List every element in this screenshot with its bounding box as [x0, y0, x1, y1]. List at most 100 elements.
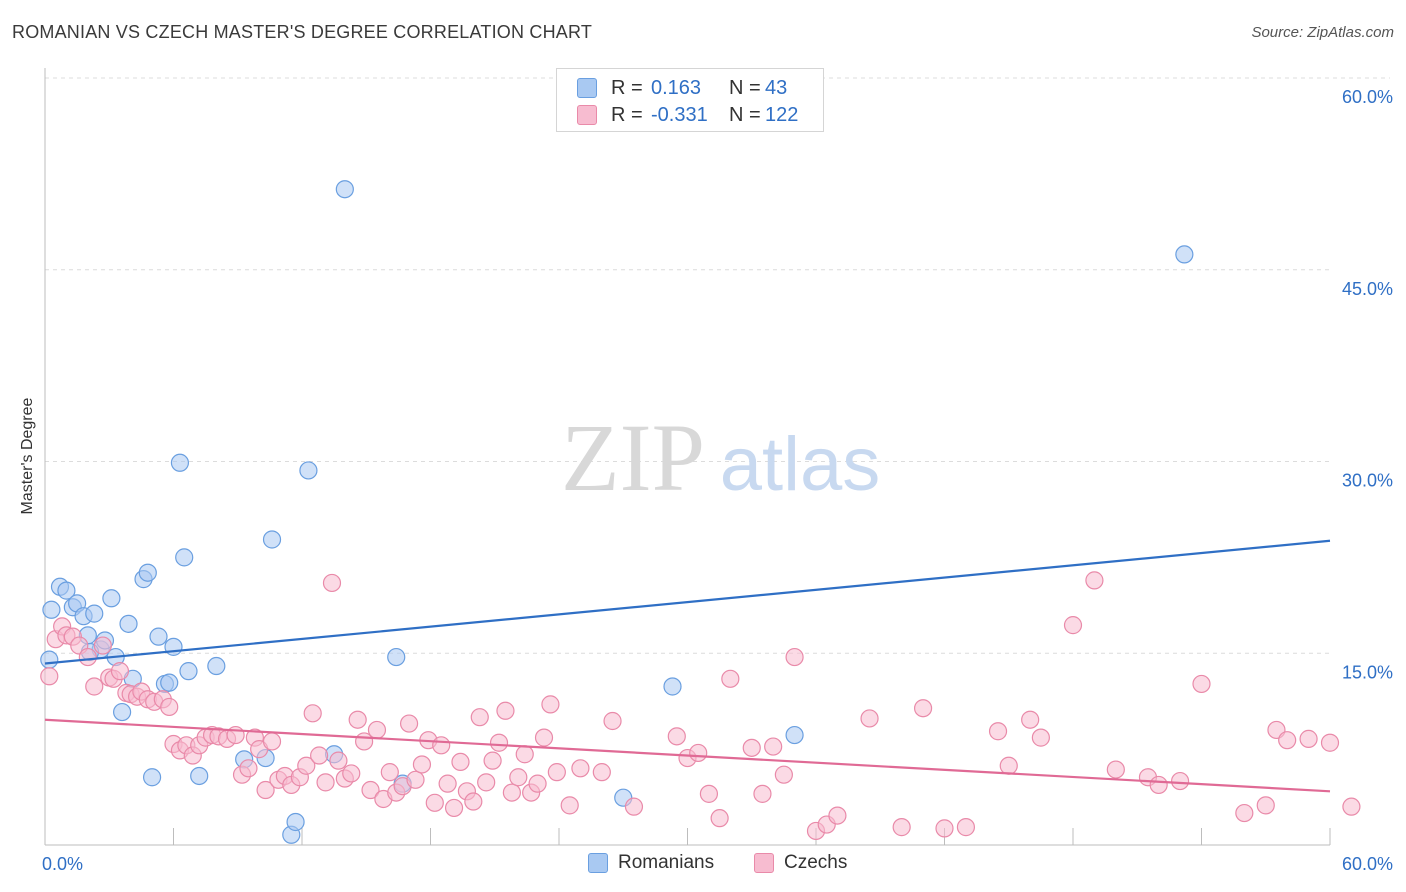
legend-row-romanians: R = 0.163 N = 43 — [577, 75, 787, 101]
grid-lines — [45, 77, 1390, 654]
czech-point — [515, 745, 534, 764]
legend-n-value: 122 — [765, 103, 799, 126]
romanian-point — [179, 662, 198, 681]
legend-row-czechs: R = -0.331 N = 122 — [577, 102, 798, 128]
romanian-point — [190, 766, 209, 786]
czech-point — [399, 714, 419, 733]
czech-point — [464, 792, 483, 811]
czech-point — [262, 732, 282, 751]
romanian-point — [286, 812, 305, 832]
czech-point — [380, 763, 399, 782]
czech-point — [1320, 733, 1340, 752]
czech-point — [509, 768, 528, 787]
y-tick-label: 60.0% — [1342, 87, 1393, 107]
czech-point — [316, 773, 335, 792]
czech-point — [425, 793, 444, 812]
legend-r-value: -0.331 — [651, 103, 708, 126]
czechs-legend-swatch — [754, 853, 774, 873]
legend-r-label: R = — [611, 76, 643, 99]
czech-point — [1299, 729, 1318, 748]
czech-point — [477, 773, 496, 792]
legend-r-label: R = — [611, 103, 643, 126]
czech-point — [860, 709, 879, 728]
chart-title: ROMANIAN VS CZECH MASTER'S DEGREE CORREL… — [12, 22, 593, 42]
y-tick-label: 45.0% — [1342, 279, 1393, 299]
romanian-point — [142, 768, 162, 787]
czech-point — [988, 722, 1008, 741]
czech-point — [297, 756, 316, 775]
source-label: Source: ZipAtlas.com — [1251, 24, 1394, 41]
czech-point — [689, 743, 708, 763]
czech-point — [303, 704, 322, 723]
czech-point — [1149, 775, 1168, 795]
czech-point — [913, 699, 933, 718]
romanians-trend-line — [44, 539, 1331, 665]
romanian-point — [112, 702, 132, 722]
romanian-point — [102, 589, 121, 608]
czech-point — [438, 774, 457, 793]
czech-point — [571, 759, 590, 778]
czech-point — [348, 710, 367, 729]
czech-point — [534, 728, 554, 747]
czech-point — [432, 736, 451, 755]
czech-point — [502, 783, 521, 802]
y-tick-label: 15.0% — [1342, 662, 1393, 682]
czech-point — [1342, 797, 1361, 816]
czech-point — [956, 818, 976, 837]
trend-lines — [44, 539, 1331, 793]
czechs-legend-label: Czechs — [784, 852, 848, 873]
x-tick-label: 0.0% — [42, 854, 83, 874]
czech-point — [239, 759, 258, 778]
romanian-point — [160, 673, 179, 692]
czech-point — [310, 746, 329, 765]
czech-point — [1106, 760, 1125, 779]
legend-n-label: N = — [729, 76, 761, 99]
x-tick-label: 60.0% — [1342, 854, 1393, 874]
czech-point — [764, 737, 783, 756]
czech-point — [1021, 710, 1040, 729]
watermark-zip: ZIP — [561, 404, 705, 511]
tick-labels: 15.0% 30.0% 45.0% 60.0% 0.0% 60.0% — [42, 87, 1393, 874]
legend-r-value: 0.163 — [651, 76, 702, 99]
czech-point — [40, 667, 59, 686]
czech-point — [667, 727, 686, 746]
czech-point — [470, 708, 489, 727]
stats-legend: R = 0.163 N = 43 R = -0.331 N = 122 — [556, 68, 824, 132]
czech-point — [342, 764, 361, 783]
romanian-point — [170, 453, 190, 472]
romanian-point — [175, 548, 194, 567]
czech-point — [710, 809, 729, 828]
romanian-point — [40, 650, 59, 669]
czech-point — [451, 752, 470, 772]
legend-n-label: N = — [729, 103, 761, 126]
czech-point — [892, 818, 911, 837]
romanian-point — [387, 647, 406, 667]
data-points — [40, 180, 1361, 844]
legend-n-value: 43 — [765, 76, 788, 99]
romanian-point — [785, 725, 804, 745]
y-axis-label: Master's Degree — [19, 397, 36, 515]
czechs-trend-line — [44, 718, 1331, 793]
czech-point — [322, 573, 342, 593]
czech-point — [547, 763, 566, 782]
czech-point — [999, 756, 1018, 775]
romanian-point — [207, 656, 226, 676]
romanian-point — [335, 180, 354, 199]
czech-point — [699, 784, 719, 803]
romanian-point — [663, 677, 682, 696]
czech-point — [774, 765, 793, 784]
czech-point — [110, 662, 130, 681]
czech-point — [1235, 803, 1254, 823]
romanian-point — [1175, 245, 1194, 264]
czech-point — [785, 647, 804, 667]
czech-point — [256, 780, 275, 800]
romanians-legend-swatch — [588, 853, 608, 873]
romanian-point — [57, 581, 76, 600]
czech-point — [592, 763, 611, 782]
czech-point — [329, 751, 348, 770]
czech-point — [1085, 571, 1104, 590]
romanian-point — [262, 530, 282, 549]
romanian-point — [42, 600, 61, 619]
romanian-point — [85, 604, 104, 623]
